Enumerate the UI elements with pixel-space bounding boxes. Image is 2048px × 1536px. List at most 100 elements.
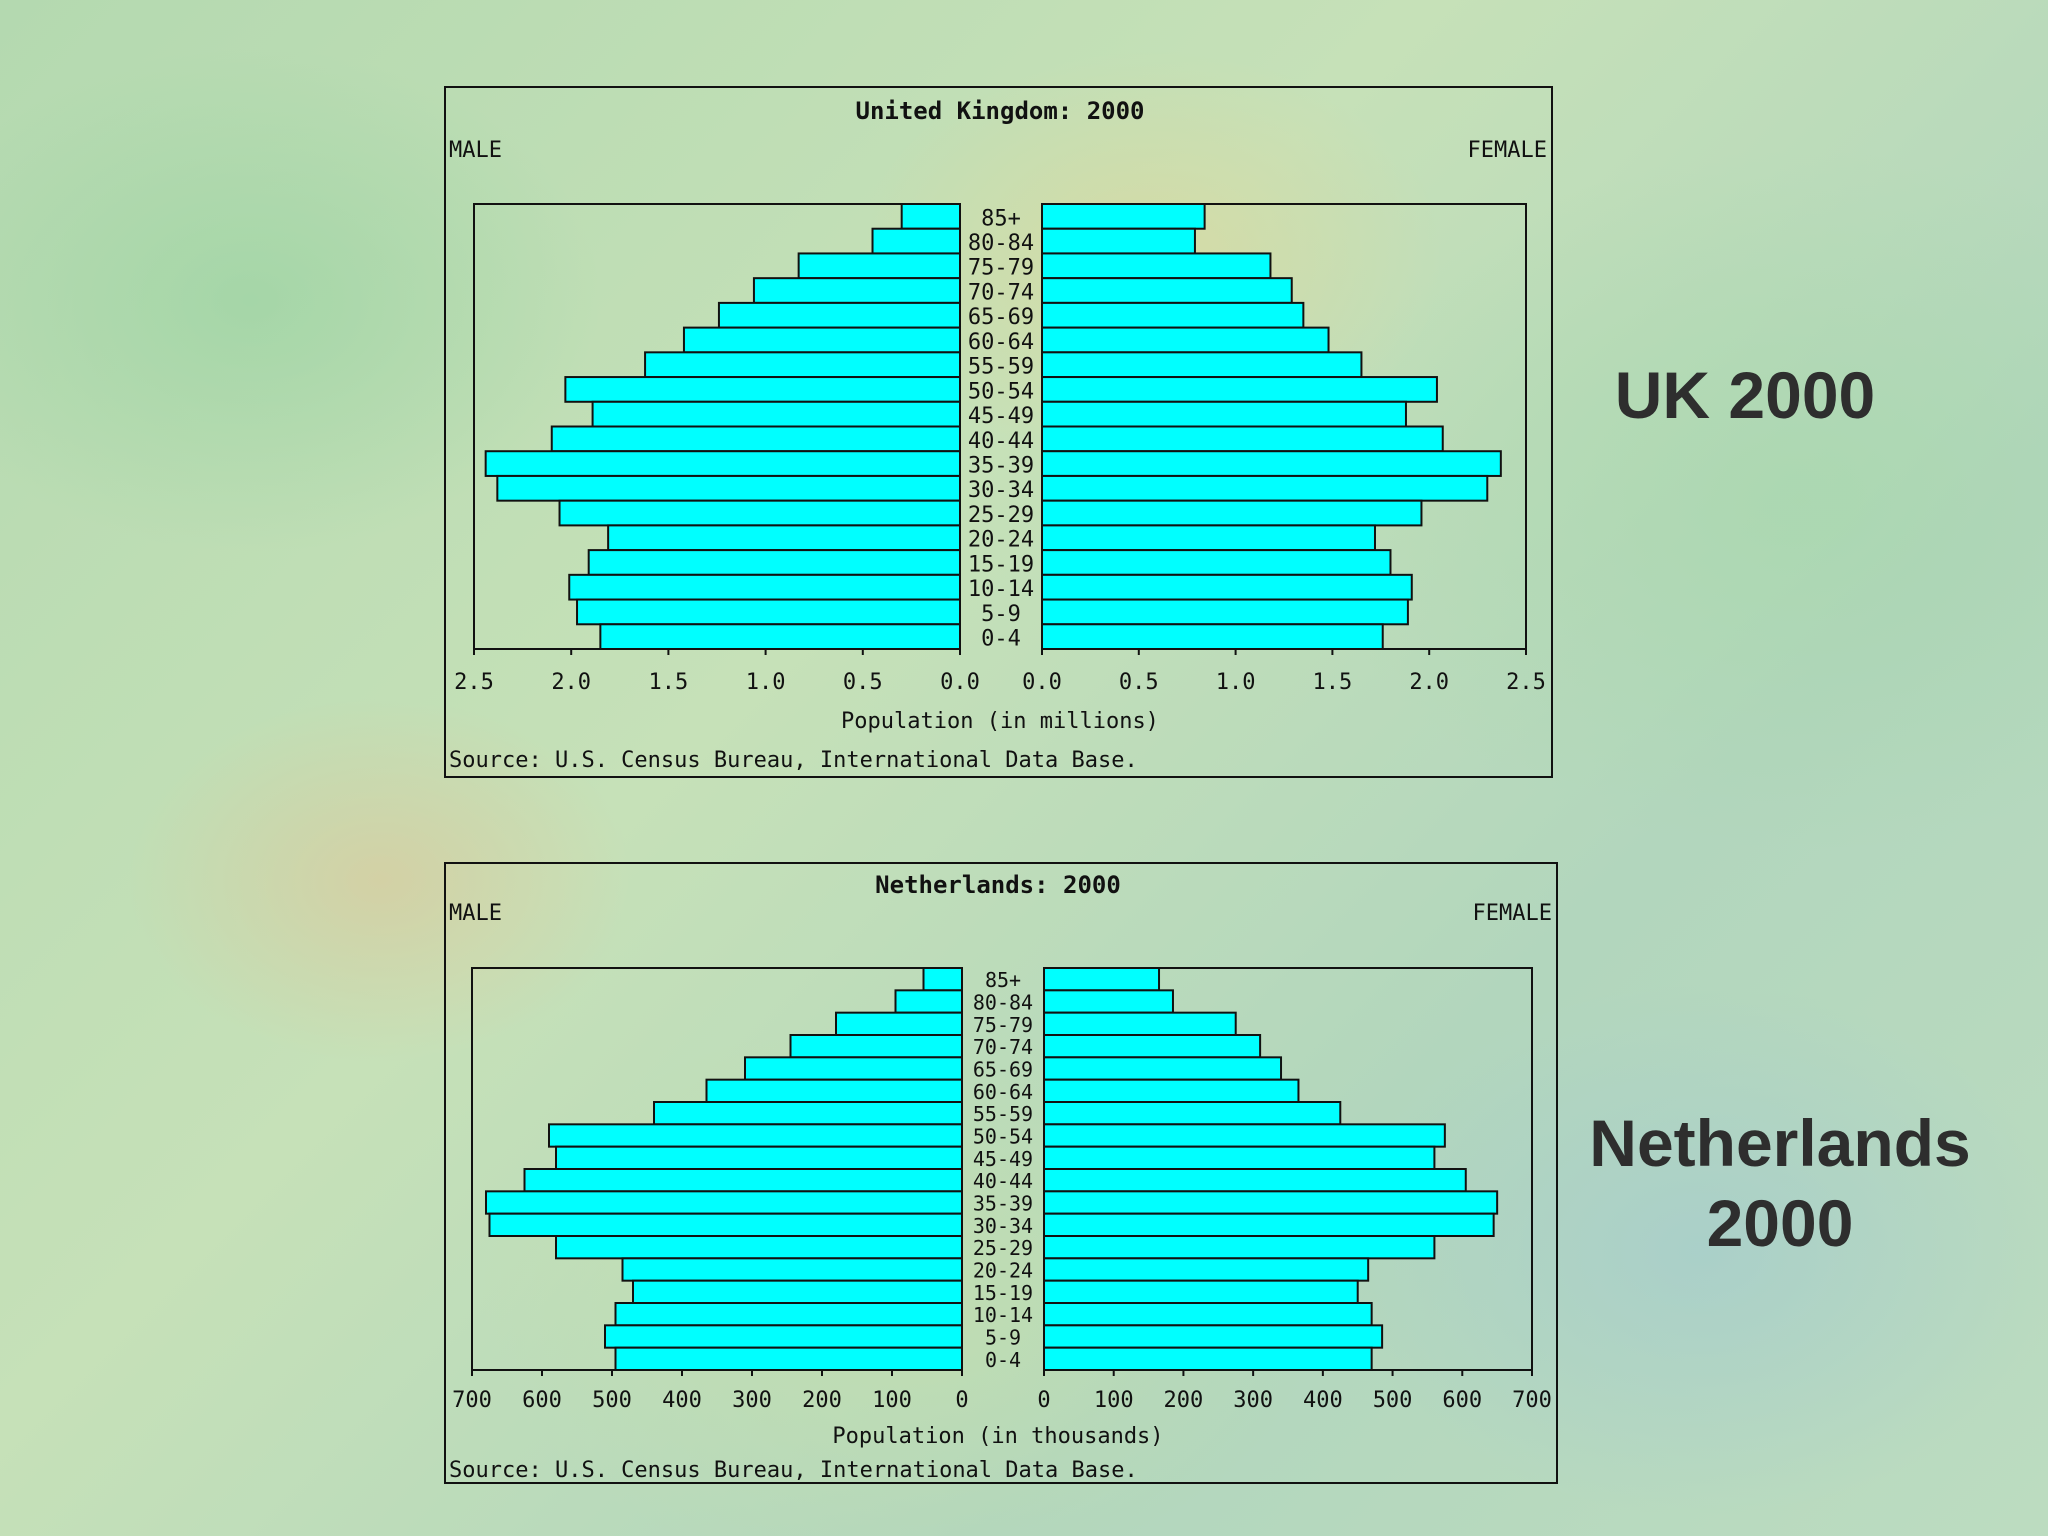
female-bar-10-14 — [1041, 573, 1413, 601]
male-tick-label: 200 — [802, 1388, 842, 1413]
male-bar-55-59 — [653, 1101, 963, 1126]
male-bar-30-34 — [488, 1212, 963, 1237]
male-bar-45-49 — [591, 400, 961, 428]
female-bar-15-19 — [1043, 1279, 1359, 1304]
female-bar-5-9 — [1041, 598, 1409, 626]
female-label: FEMALE — [1468, 138, 1547, 163]
female-bar-40-44 — [1043, 1168, 1467, 1193]
male-bar-80-84 — [871, 227, 961, 255]
age-group-label: 40-44 — [973, 1169, 1033, 1193]
male-bar-35-39 — [485, 1190, 963, 1215]
female-tick-label: 700 — [1512, 1388, 1552, 1413]
male-tick-label: 0.5 — [843, 670, 883, 695]
female-tick-label: 0.5 — [1119, 670, 1159, 695]
male-bar-70-74 — [752, 277, 961, 304]
male-bar-75-79 — [797, 252, 962, 280]
male-bar-85+ — [900, 203, 961, 230]
male-bar-65-69 — [744, 1056, 963, 1081]
male-bar-75-79 — [835, 1011, 963, 1037]
netherlands-label-line1: Netherlands — [1589, 1106, 1971, 1180]
female-tick-label: 1.0 — [1216, 670, 1256, 695]
female-label: FEMALE — [1473, 901, 1552, 926]
male-tick-label: 0 — [955, 1388, 968, 1413]
female-tick-label: 2.0 — [1409, 670, 1449, 695]
male-tick-label: 600 — [522, 1388, 562, 1413]
age-group-label: 45-49 — [968, 404, 1034, 429]
age-group-label: 30-34 — [973, 1214, 1033, 1238]
source-note: Source: U.S. Census Bureau, Internationa… — [449, 748, 1138, 773]
male-bar-25-29 — [558, 499, 961, 527]
uk-chart-svg: United Kingdom: 2000 MALE FEMALE Populat… — [449, 97, 1547, 773]
age-group-label: 20-24 — [973, 1259, 1033, 1283]
male-bar-15-19 — [587, 549, 961, 576]
male-bar-60-64 — [705, 1078, 963, 1104]
female-bar-45-49 — [1043, 1145, 1436, 1170]
female-tick-label: 500 — [1373, 1388, 1413, 1413]
age-group-label: 35-39 — [973, 1192, 1033, 1216]
male-bar-50-54 — [548, 1123, 963, 1148]
age-group-label: 55-59 — [973, 1102, 1033, 1126]
male-bar-10-14 — [614, 1302, 963, 1327]
male-tick-label: 400 — [662, 1388, 702, 1413]
age-group-label: 25-29 — [968, 503, 1034, 528]
female-bar-55-59 — [1041, 351, 1363, 379]
male-tick-label: 1.0 — [746, 670, 786, 695]
age-group-label: 15-19 — [968, 552, 1034, 577]
male-bar-65-69 — [717, 301, 961, 329]
female-bar-20-24 — [1041, 524, 1376, 552]
uk-slide-label: UK 2000 — [1614, 358, 1876, 432]
male-tick-label: 300 — [732, 1388, 772, 1413]
male-tick-label: 1.5 — [649, 670, 689, 695]
female-tick-label: 100 — [1094, 1388, 1134, 1413]
x-axis-label: Population (in millions) — [841, 709, 1159, 734]
age-group-label: 75-79 — [968, 256, 1034, 281]
female-bar-35-39 — [1041, 450, 1502, 477]
age-group-label: 0-4 — [981, 627, 1021, 652]
female-bar-70-74 — [1041, 277, 1293, 304]
age-group-label: 35-39 — [968, 453, 1034, 478]
female-bar-5-9 — [1043, 1324, 1384, 1349]
age-group-label: 70-74 — [973, 1035, 1033, 1059]
male-label: MALE — [449, 138, 502, 163]
female-bar-50-54 — [1041, 376, 1438, 403]
age-group-label: 30-34 — [968, 478, 1034, 503]
female-bar-40-44 — [1041, 425, 1444, 453]
male-bar-5-9 — [604, 1324, 963, 1349]
female-bar-25-29 — [1041, 499, 1423, 527]
age-group-label: 85+ — [985, 968, 1021, 992]
female-bar-80-84 — [1043, 989, 1174, 1014]
age-group-label: 65-69 — [968, 305, 1034, 330]
female-tick-label: 600 — [1442, 1388, 1482, 1413]
male-bar-0-4 — [599, 623, 962, 650]
female-bar-0-4 — [1041, 623, 1384, 650]
male-bar-70-74 — [789, 1034, 963, 1059]
male-bar-45-49 — [555, 1145, 963, 1170]
uk-population-pyramid: United Kingdom: 2000 MALE FEMALE Populat… — [444, 86, 1553, 778]
age-group-label: 55-59 — [968, 355, 1034, 380]
netherlands-population-pyramid: Netherlands: 2000 MALE FEMALE Population… — [444, 862, 1558, 1484]
male-tick-label: 100 — [872, 1388, 912, 1413]
female-tick-label: 0 — [1037, 1388, 1050, 1413]
female-bar-30-34 — [1043, 1212, 1495, 1237]
age-group-label: 60-64 — [968, 330, 1034, 355]
male-tick-label: 2.5 — [454, 670, 494, 695]
age-group-label: 65-69 — [973, 1058, 1033, 1082]
female-bar-75-79 — [1043, 1011, 1237, 1037]
age-group-label: 80-84 — [973, 991, 1033, 1015]
x-axis-label: Population (in thousands) — [832, 1424, 1163, 1449]
male-bar-20-24 — [607, 524, 962, 552]
netherlands-slide-label: Netherlands 2000 — [1560, 1103, 2000, 1263]
female-tick-label: 200 — [1164, 1388, 1204, 1413]
male-tick-label: 0.0 — [940, 670, 980, 695]
female-bar-30-34 — [1041, 474, 1489, 502]
age-group-label: 50-54 — [968, 379, 1034, 404]
age-group-label: 5-9 — [985, 1326, 1021, 1350]
male-bar-50-54 — [564, 376, 961, 403]
age-group-label: 20-24 — [968, 528, 1034, 553]
female-bar-60-64 — [1041, 326, 1330, 354]
age-group-label: 5-9 — [981, 602, 1021, 627]
male-label: MALE — [449, 901, 502, 926]
age-group-label: 15-19 — [973, 1281, 1033, 1305]
female-bar-0-4 — [1043, 1346, 1373, 1371]
male-bar-40-44 — [550, 425, 961, 453]
